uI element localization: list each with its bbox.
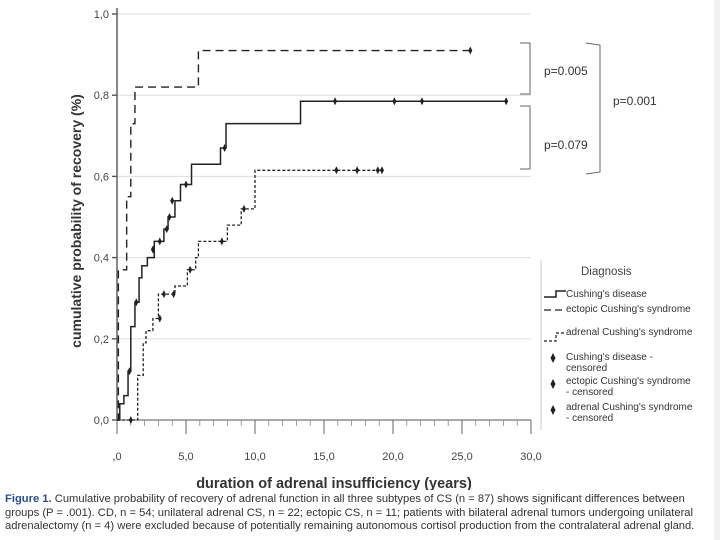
p-value-cd-vs-adrenal: p=0.079 <box>544 138 588 152</box>
legend-symbol-censored-2 <box>550 405 556 415</box>
figure-caption-text: Cumulative probability of recovery of ad… <box>5 493 695 533</box>
censor-mark-s0-12 <box>504 97 509 106</box>
censor-mark-s0-2 <box>150 245 155 254</box>
legend-cd-censored: Cushing's disease - censored <box>566 352 653 374</box>
y-tick-label-2: 0,4 <box>94 253 109 265</box>
censor-mark-s1-0 <box>468 46 473 55</box>
x-tick-label-5: 25,0 <box>451 451 472 463</box>
censor-mark-s0-1 <box>134 298 139 307</box>
legend-symbol-adrenal <box>544 332 566 342</box>
censor-mark-s2-5 <box>219 237 224 246</box>
censor-mark-s0-10 <box>392 97 397 106</box>
series-line-0 <box>117 100 508 421</box>
censor-mark-s0-3 <box>157 237 162 246</box>
censor-mark-s0-4 <box>164 225 169 234</box>
y-tick-label-0: 0,0 <box>94 415 109 427</box>
legend-ectopic-censored: ectopic Cushing's syndrome - censored <box>566 376 691 398</box>
bracket-overall <box>585 42 601 175</box>
censor-mark-s2-7 <box>334 166 339 175</box>
censor-mark-s2-8 <box>355 166 360 175</box>
y-tick-label-3: 0,6 <box>94 171 109 183</box>
legend-adrenal: adrenal Cushing's syndrome <box>566 327 693 338</box>
legend-symbol-censored-0 <box>550 353 556 363</box>
y-tick-label-4: 0,8 <box>94 90 109 102</box>
figure-label: Figure 1. <box>5 493 52 505</box>
axes: 0,0 0,2 0,4 0,6 0,8 1,0 ,0 5,0 10,0 15,0 20,0 25,0 3… <box>68 8 542 490</box>
y-axis-title: cumulative probability of recovery (%) <box>68 94 84 348</box>
gridlines <box>117 13 531 340</box>
bracket-cd-vs-adrenal <box>520 105 531 170</box>
series-line-2 <box>117 169 382 421</box>
censor-mark-s2-2 <box>161 290 166 299</box>
censor-mark-s0-9 <box>333 97 338 106</box>
x-tick-label-1: 5,0 <box>178 451 193 463</box>
series-layer <box>117 46 509 424</box>
censor-mark-s2-0 <box>128 416 133 424</box>
censor-mark-s2-6 <box>241 204 246 213</box>
censor-mark-s0-8 <box>222 143 227 152</box>
legend-ectopic: ectopic Cushing's syndrome <box>566 304 691 315</box>
x-tick-label-4: 20,0 <box>382 451 403 463</box>
y-tick-label-1: 0,2 <box>94 334 109 346</box>
x-tick-label-6: 30,0 <box>520 451 541 463</box>
censor-mark-s0-0 <box>127 367 132 376</box>
x-tick-label-2: 10,0 <box>244 451 265 463</box>
p-value-ectopic-vs-cd: p=0.005 <box>544 64 588 78</box>
censor-mark-s0-11 <box>419 97 424 106</box>
legend-symbols <box>540 260 566 430</box>
censor-mark-s2-4 <box>188 265 193 274</box>
legend-cushings-disease: Cushing's disease <box>566 289 647 300</box>
censor-mark-s2-1 <box>157 314 162 323</box>
censor-mark-s0-6 <box>170 196 175 205</box>
legend-title: Diagnosis <box>581 266 632 278</box>
censor-mark-s0-7 <box>184 180 188 189</box>
legend-adrenal-censored: adrenal Cushing's syndrome - censored <box>566 402 693 424</box>
censor-mark-s2-3 <box>171 290 176 299</box>
legend-symbol-cd <box>544 290 566 298</box>
p-value-overall: p=0.001 <box>613 94 657 108</box>
series-line-1 <box>117 49 471 421</box>
page-edge <box>714 0 720 540</box>
censor-mark-s0-5 <box>167 213 172 221</box>
y-tick-label-5: 1,0 <box>94 9 109 21</box>
x-tick-label-3: 15,0 <box>313 451 334 463</box>
legend-symbol-censored-1 <box>550 379 556 389</box>
censor-mark-s2-9 <box>375 166 380 175</box>
bracket-ectopic-vs-cd <box>520 42 531 95</box>
x-tick-label-0: ,0 <box>112 451 121 463</box>
x-axis-title: duration of adrenal insufficiency (years… <box>196 476 472 490</box>
censor-mark-s2-10 <box>379 166 384 175</box>
figure-caption: Figure 1. Cumulative probability of reco… <box>5 493 717 534</box>
p-value-brackets <box>520 42 601 175</box>
km-chart: 0,0 0,2 0,4 0,6 0,8 1,0 ,0 5,0 10,0 15,0 20,0 25,0 3… <box>68 8 601 490</box>
